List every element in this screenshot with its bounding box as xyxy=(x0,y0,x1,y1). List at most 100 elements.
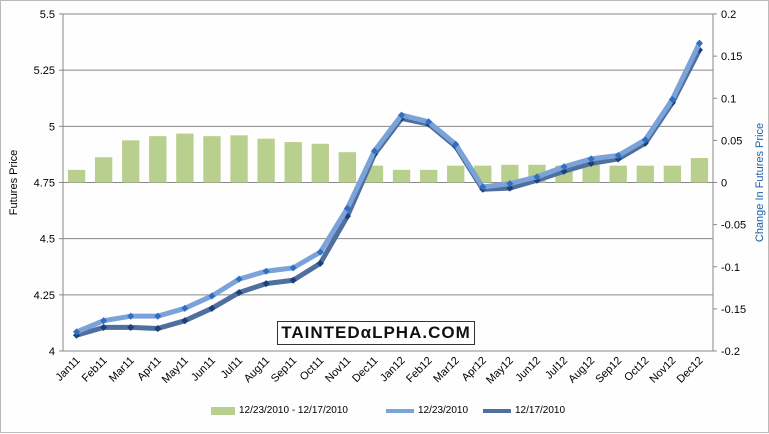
series-line xyxy=(75,48,702,338)
x-tick-label: Jun11 xyxy=(189,355,218,384)
x-tick-label: Nov11 xyxy=(323,355,353,385)
data-point xyxy=(127,323,135,331)
bar xyxy=(636,165,654,183)
bar xyxy=(257,138,275,183)
x-tick-label: May12 xyxy=(484,355,516,387)
data-point xyxy=(614,152,622,160)
watermark-logo: TAINTEDαLPHA.COM xyxy=(277,321,475,345)
bar xyxy=(419,169,438,183)
y2-tick-label: 0.05 xyxy=(721,135,742,147)
y-tick-label: 4.5 xyxy=(40,234,55,246)
legend-label: 12/17/2010 xyxy=(515,405,566,416)
legend-swatch xyxy=(211,406,235,415)
legend-swatch xyxy=(386,408,414,413)
data-point xyxy=(262,280,270,288)
x-tick-label: Jan11 xyxy=(54,355,83,384)
legend-item-diff: 12/23/2010 - 12/17/2010 xyxy=(211,405,348,416)
data-point xyxy=(398,111,406,119)
bar xyxy=(94,157,113,183)
data-point xyxy=(154,312,162,320)
bar xyxy=(122,140,140,183)
x-tick-label: Feb12 xyxy=(404,355,435,386)
data-point xyxy=(100,323,108,331)
bar xyxy=(67,169,86,183)
data-point xyxy=(181,317,189,325)
x-tick-label: Dec11 xyxy=(350,355,380,385)
bar xyxy=(284,142,302,183)
data-point xyxy=(208,292,216,300)
x-tick-label: Sep11 xyxy=(269,355,299,385)
y-tick-label: 4.25 xyxy=(34,290,55,302)
y2-axis-title: Change In Futures Price xyxy=(754,123,766,242)
x-tick-label: Oct11 xyxy=(298,355,327,384)
bar xyxy=(609,165,627,183)
bar xyxy=(230,135,248,183)
bar xyxy=(176,133,194,183)
data-point xyxy=(695,39,703,47)
data-point xyxy=(127,312,135,320)
data-point xyxy=(425,118,433,126)
x-tick-label: Aug12 xyxy=(566,355,597,386)
x-tick-label: Nov12 xyxy=(648,355,679,386)
bar xyxy=(690,158,709,183)
y2-tick-label: -0.05 xyxy=(721,220,746,232)
y-tick-label: 5.5 xyxy=(40,9,55,21)
y-tick-label: 5 xyxy=(49,121,55,133)
legend-swatch xyxy=(483,408,511,413)
legend-label: 12/23/2010 xyxy=(418,405,469,416)
legend-label: 12/23/2010 - 12/17/2010 xyxy=(239,405,348,416)
data-point xyxy=(668,95,676,103)
data-point xyxy=(560,163,568,171)
data-point xyxy=(208,304,216,312)
legend-item-1223: 12/23/2010 xyxy=(386,405,468,416)
bar xyxy=(663,165,682,183)
bar xyxy=(203,136,221,183)
data-point xyxy=(587,155,595,163)
data-point xyxy=(73,328,81,336)
bar xyxy=(501,164,519,183)
y2-tick-label: 0.2 xyxy=(721,9,736,21)
bar xyxy=(338,152,357,183)
bar xyxy=(582,164,600,183)
x-tick-label: Feb11 xyxy=(80,355,110,385)
data-point xyxy=(181,304,189,312)
data-point xyxy=(343,204,351,212)
y2-tick-label: -0.1 xyxy=(721,262,740,274)
x-tick-label: Mar11 xyxy=(107,355,137,385)
y-tick-label: 5.25 xyxy=(34,65,55,77)
data-point xyxy=(262,267,270,275)
x-tick-label: May11 xyxy=(160,355,191,386)
y2-tick-label: -0.15 xyxy=(721,304,746,316)
legend-item-1217: 12/17/2010 xyxy=(483,405,565,416)
x-tick-label: Oct12 xyxy=(622,355,651,384)
x-tick-label: Apr11 xyxy=(135,355,164,384)
data-point xyxy=(506,180,514,188)
y2-tick-label: 0.1 xyxy=(721,93,736,105)
x-tick-label: Jun12 xyxy=(513,355,543,385)
x-tick-label: Dec12 xyxy=(675,355,706,386)
data-point xyxy=(289,264,297,272)
data-point xyxy=(533,173,541,181)
data-point xyxy=(316,259,324,267)
y-tick-label: 4 xyxy=(49,346,55,358)
data-point xyxy=(100,317,108,325)
x-tick-label: Jan12 xyxy=(378,355,408,385)
bar xyxy=(149,136,167,183)
bar xyxy=(447,165,465,183)
y-axis-title: Futures Price xyxy=(8,150,20,215)
data-point xyxy=(452,140,460,148)
bar xyxy=(392,169,411,183)
x-tick-label: Sep12 xyxy=(593,355,624,386)
data-point xyxy=(370,147,378,155)
data-point xyxy=(479,183,487,191)
bar xyxy=(311,143,329,183)
data-point xyxy=(641,136,649,144)
x-tick-label: Aug11 xyxy=(242,355,272,385)
data-point xyxy=(235,289,243,297)
data-point xyxy=(154,324,162,333)
y2-tick-label: -0.2 xyxy=(721,346,740,358)
data-point xyxy=(316,248,324,256)
y-tick-label: 4.75 xyxy=(34,178,55,190)
